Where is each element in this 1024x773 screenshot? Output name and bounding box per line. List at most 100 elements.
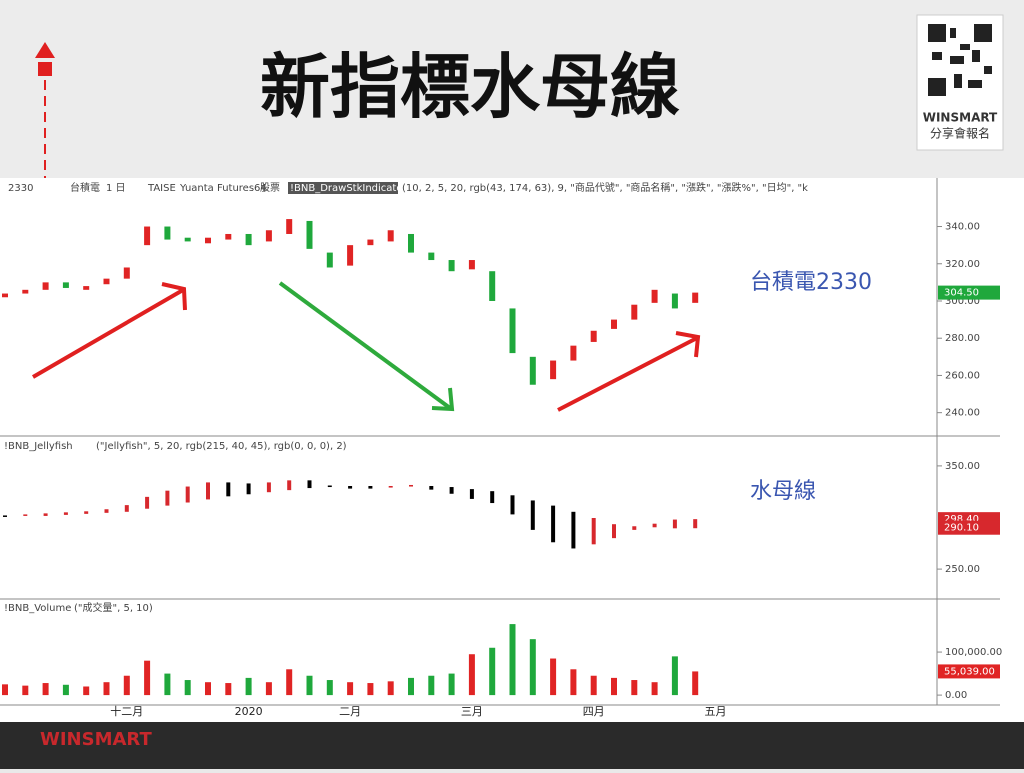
y-tick-label: 320.00 [945,259,980,270]
candle [590,330,597,342]
candle [123,267,130,279]
candle [286,219,293,234]
volume-bar [387,681,394,696]
last-value-label: 290.10 [944,523,979,534]
stock-name: 台積電 [70,181,100,194]
volume-bar [671,656,678,696]
candle [205,237,211,244]
indicator-params: ("成交量", 5, 10) [74,601,153,614]
exchange: TAISE [147,183,176,194]
candle [570,345,577,361]
volume-bar [428,675,435,696]
candle [692,292,699,303]
up-arrow-icon [38,62,52,76]
candle [408,233,414,253]
volume-bar [62,684,69,696]
candle [529,356,536,385]
volume-bar [306,675,313,696]
volume-bar [83,686,90,696]
y-tick-label: 260.00 [945,370,980,381]
volume-bar [123,675,130,696]
y-tick-label: 100,000.00 [945,647,1002,658]
candle [144,226,151,246]
volume-bar [347,682,354,696]
volume-bar [529,639,536,696]
x-tick-label: 二月 [339,705,361,718]
kind: 股票 [260,182,280,194]
up-arrow-icon [35,42,55,58]
y-tick-label: 280.00 [945,333,980,344]
candle [245,233,252,246]
volume-bar [205,682,211,696]
volume-bar [590,675,597,696]
candle [489,271,496,301]
indicator-name: !BNB_DrawStkIndicators [290,183,412,194]
candle [306,220,313,249]
volume-bar [265,682,272,696]
candle [631,304,638,320]
annotation: 台積電2330 [750,270,872,295]
candle [448,260,455,272]
y-tick-label: 250.00 [945,564,980,575]
candle [611,319,617,329]
volume-bar [692,671,699,696]
candle [428,252,435,261]
volume-bar [164,673,171,696]
volume-bar [509,624,516,696]
volume-bar [184,680,191,696]
volume-bar [651,682,658,696]
volume-bar [326,680,333,696]
candle [103,278,110,285]
candle [184,237,191,242]
volume-bar [2,684,8,696]
y-tick-label: 300.00 [945,296,980,307]
trend-arrow [31,281,701,412]
volume-bar [448,673,455,696]
last-value-label: 298.40 [944,514,979,525]
last-value-label: 304.50 [944,288,979,299]
volume-bar [245,677,252,696]
brand: WINSMART [923,111,998,125]
candle [265,230,272,242]
y-tick-label: 350.00 [945,461,980,472]
candle [671,293,678,309]
last-value-box [938,664,1000,679]
volume-bar [144,660,151,696]
feed: Yuanta Futures64 [179,183,267,194]
indicator-name: !BNB_Jellyfish [4,441,73,452]
candle [387,230,394,242]
volume-bar [42,683,49,696]
volume-bar [408,677,414,696]
x-tick-label: 2020 [235,705,263,718]
volume-bar [286,669,293,696]
last-value-label: 55,039.00 [944,666,995,677]
indicator-params: ("Jellyfish", 5, 20, rgb(215, 40, 45), r… [96,441,347,452]
candle [347,245,354,266]
candle [225,233,232,240]
symbol: 2330 [8,183,33,194]
candle [2,293,8,298]
y-tick-label: 240.00 [945,408,980,419]
candle [509,308,516,354]
period: 1 日 [106,183,126,194]
indicator-params: (10, 2, 5, 20, rgb(43, 174, 63), 9, "商品代… [402,181,808,194]
candle [83,286,90,290]
volume-bar [225,683,232,696]
x-tick-label: 十二月 [110,704,143,718]
indicator-name: !BNB_Volume [4,603,71,614]
candle [651,289,658,303]
candle [468,260,475,270]
volume-bar [631,680,638,696]
annotation: 水母線 [750,479,816,504]
candle [367,239,374,246]
volume-bar [22,685,29,696]
candle [326,252,333,268]
volume-bar [550,658,557,696]
candle [550,360,557,380]
qr-code [928,24,992,96]
last-value-box [938,520,1000,535]
candle [22,289,29,294]
y-tick-label: 340.00 [945,222,980,233]
